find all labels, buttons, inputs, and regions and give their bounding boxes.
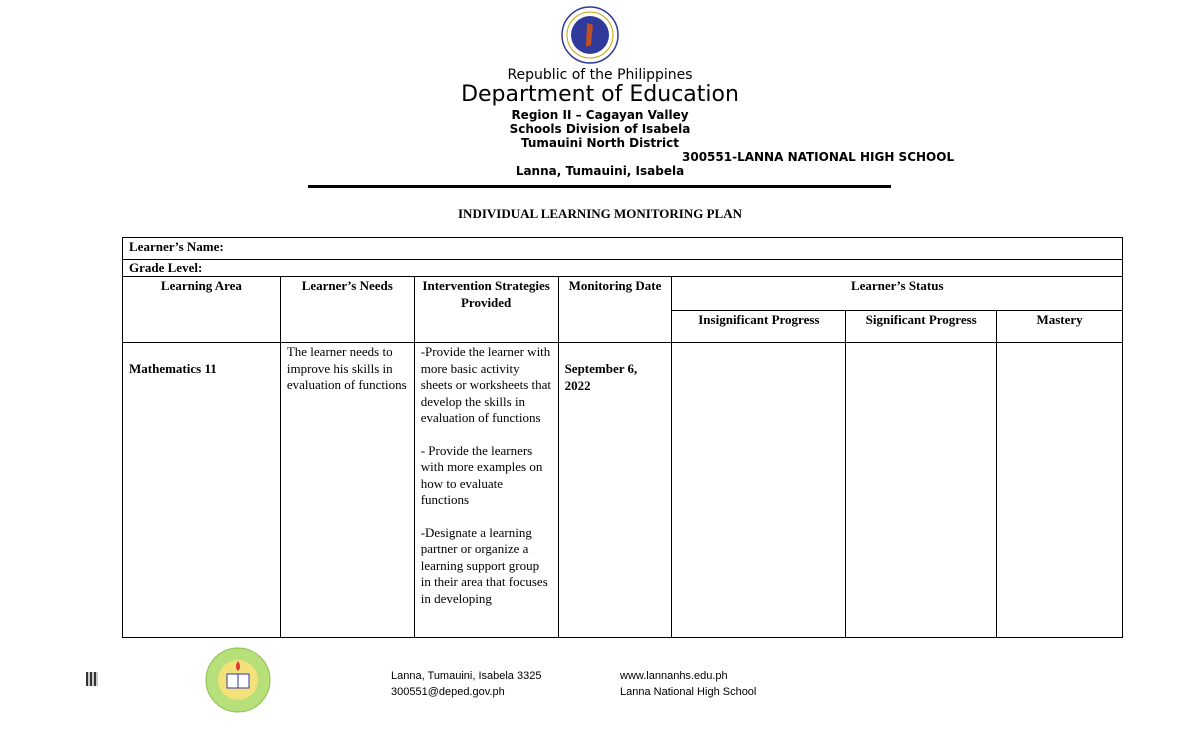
col-strategies: Intervention Strategies Provided (413, 276, 559, 344)
footer-email[interactable]: 300551@deped.gov.ph (391, 686, 505, 698)
header-divider (308, 185, 891, 188)
cell-strategies: -Provide the learner with more basic act… (413, 342, 559, 639)
footer-website[interactable]: www.lannanhs.edu.ph (620, 670, 728, 682)
qr-code-icon (86, 672, 98, 686)
col-mastery: Mastery (996, 310, 1123, 344)
col-status: Learner’s Status (671, 276, 1123, 312)
footer-school: Lanna National High School (620, 686, 757, 698)
cell-needs: The learner needs to improve his skills … (279, 342, 415, 639)
col-needs: Learner’s Needs (279, 276, 415, 344)
col-insignificant: Insignificant Progress (671, 310, 847, 344)
strategy-item: - Provide the learners with more example… (420, 442, 543, 508)
district-text: Tumauini North District (521, 136, 679, 150)
cell-significant[interactable] (845, 342, 998, 639)
grade-level-field[interactable]: Grade Level: (122, 258, 1123, 278)
strategy-item: -Designate a learning partner or organiz… (420, 524, 548, 606)
learner-name-field[interactable]: Learner’s Name: (122, 237, 1123, 260)
deped-seal (560, 5, 620, 65)
cell-mastery[interactable] (996, 342, 1123, 639)
document-title: INDIVIDUAL LEARNING MONITORING PLAN (458, 206, 742, 221)
col-learning-area: Learning Area (122, 276, 281, 344)
col-significant: Significant Progress (845, 310, 998, 344)
monitoring-table: Learner’s Name: Grade Level: Learning Ar… (122, 237, 1123, 639)
cell-learning-area: Mathematics 11 (122, 342, 281, 639)
school-text: 300551-LANNA NATIONAL HIGH SCHOOL (682, 150, 955, 164)
republic-text: Republic of the Philippines (507, 67, 693, 83)
school-logo (205, 647, 271, 713)
region-text: Region II – Cagayan Valley (511, 108, 689, 122)
address-text: Lanna, Tumauini, Isabela (515, 164, 685, 178)
division-text: Schools Division of Isabela (509, 122, 691, 136)
cell-insignificant[interactable] (671, 342, 847, 639)
department-title: Department of Education (461, 82, 739, 107)
footer-address: Lanna, Tumauini, Isabela 3325 (391, 670, 542, 682)
strategy-item: -Provide the learner with more basic act… (420, 344, 552, 426)
col-date: Monitoring Date (557, 276, 673, 344)
cell-date: September 6, 2022 (557, 342, 673, 639)
